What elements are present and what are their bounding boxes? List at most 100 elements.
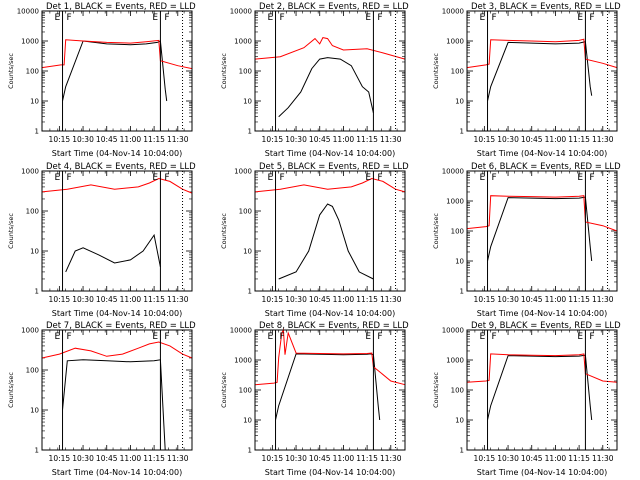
x-axis-label: Start Time (04-Nov-14 10:04:00) xyxy=(265,468,395,477)
marker-label: F xyxy=(589,173,594,183)
detector-panel-5: Det 5, BLACK = Events, RED = LLD Counts/s… xyxy=(220,162,409,318)
y-tick-label: 100 xyxy=(239,208,252,216)
x-tick-label: 10:45 xyxy=(521,295,543,304)
marker-label: E xyxy=(480,332,486,342)
marker-label: F xyxy=(492,13,497,23)
events-series-line xyxy=(487,41,593,102)
x-tick-label: 10:45 xyxy=(96,454,118,463)
y-axis-label: Counts/sec xyxy=(432,372,440,408)
lld-series-line xyxy=(466,195,618,232)
y-tick-label: 10000 xyxy=(17,8,39,16)
y-tick-label: 1000 xyxy=(446,198,464,206)
y-tick-label: 10000 xyxy=(230,327,252,335)
y-tick-label: 1000 xyxy=(446,38,464,46)
lld-series-line xyxy=(41,177,193,194)
x-tick-label: 11:00 xyxy=(545,135,567,144)
y-tick-label: 1000 xyxy=(234,168,252,176)
marker-label: E xyxy=(480,13,486,23)
x-tick-label: 10:15 xyxy=(49,135,71,144)
lld-series-line xyxy=(41,39,193,70)
lld-series-line xyxy=(466,38,618,69)
y-tick-label: 1000 xyxy=(21,327,39,335)
plot-frame xyxy=(254,10,406,132)
marker-label: F xyxy=(67,332,72,342)
y-tick-label: 1 xyxy=(35,128,39,136)
marker-label: E xyxy=(577,173,583,183)
plot-frame xyxy=(41,170,193,292)
y-tick-label: 10 xyxy=(243,417,252,425)
x-tick-label: 10:15 xyxy=(262,295,284,304)
y-tick-label: 100 xyxy=(451,387,464,395)
panel-title: Det 3, BLACK = Events, RED = LLD xyxy=(471,2,621,12)
x-axis-label: Start Time (04-Nov-14 10:04:00) xyxy=(477,149,607,158)
x-tick-label: 11:00 xyxy=(333,135,355,144)
marker-label: F xyxy=(492,173,497,183)
y-tick-label: 1 xyxy=(460,288,464,296)
marker-label: E xyxy=(55,332,61,342)
x-tick-label: 10:45 xyxy=(309,454,331,463)
y-tick-label: 10 xyxy=(30,98,39,106)
x-tick-label: 11:00 xyxy=(545,454,567,463)
marker-label: F xyxy=(280,332,285,342)
plot-frame xyxy=(466,10,618,132)
y-tick-label: 100 xyxy=(451,68,464,76)
marker-label: E xyxy=(152,13,158,23)
x-axis-label: Start Time (04-Nov-14 10:04:00) xyxy=(52,309,182,318)
plot-frame xyxy=(466,329,618,451)
x-tick-label: 11:15 xyxy=(356,135,378,144)
y-tick-label: 100 xyxy=(26,208,39,216)
x-tick-label: 11:30 xyxy=(592,454,614,463)
marker-label: F xyxy=(67,173,72,183)
y-axis-label: Counts/sec xyxy=(220,53,228,89)
x-tick-label: 10:30 xyxy=(72,135,94,144)
plot-frame xyxy=(254,329,406,451)
x-tick-label: 10:30 xyxy=(72,295,94,304)
x-tick-label: 11:00 xyxy=(120,135,142,144)
lld-series-line xyxy=(254,328,406,386)
x-tick-label: 10:45 xyxy=(521,135,543,144)
plot-frame xyxy=(466,170,618,292)
marker-label: E xyxy=(480,173,486,183)
x-tick-label: 10:45 xyxy=(96,295,118,304)
events-series-line xyxy=(275,353,381,421)
x-tick-label: 10:30 xyxy=(497,454,519,463)
x-tick-label: 11:30 xyxy=(592,295,614,304)
lld-series-line xyxy=(254,37,406,60)
marker-label: F xyxy=(589,13,594,23)
y-tick-label: 1000 xyxy=(446,357,464,365)
x-tick-label: 10:30 xyxy=(497,135,519,144)
x-tick-label: 11:00 xyxy=(545,295,567,304)
y-tick-label: 100 xyxy=(451,228,464,236)
y-tick-label: 100 xyxy=(26,68,39,76)
y-tick-label: 10 xyxy=(30,407,39,415)
x-tick-label: 11:30 xyxy=(380,135,402,144)
y-tick-label: 1 xyxy=(248,447,252,455)
x-tick-label: 11:30 xyxy=(167,295,189,304)
x-tick-label: 10:45 xyxy=(309,295,331,304)
panel-title: Det 2, BLACK = Events, RED = LLD xyxy=(259,2,409,12)
y-tick-label: 10000 xyxy=(442,8,464,16)
x-axis-label: Start Time (04-Nov-14 10:04:00) xyxy=(477,309,607,318)
panel-title: Det 9, BLACK = Events, RED = LLD xyxy=(471,321,621,331)
marker-label: F xyxy=(377,13,382,23)
detector-panel-2: Det 2, BLACK = Events, RED = LLD Counts/s… xyxy=(220,2,409,158)
y-tick-label: 100 xyxy=(239,387,252,395)
x-tick-label: 11:00 xyxy=(120,295,142,304)
x-axis-label: Start Time (04-Nov-14 10:04:00) xyxy=(52,149,182,158)
y-tick-label: 10000 xyxy=(442,327,464,335)
panel-title: Det 8, BLACK = Events, RED = LLD xyxy=(259,321,409,331)
x-tick-label: 10:30 xyxy=(497,295,519,304)
x-tick-label: 10:15 xyxy=(474,135,496,144)
y-tick-label: 1000 xyxy=(234,357,252,365)
panel-title: Det 6, BLACK = Events, RED = LLD xyxy=(471,162,621,172)
x-tick-label: 11:15 xyxy=(143,295,165,304)
marker-label: E xyxy=(365,13,371,23)
y-tick-label: 10000 xyxy=(442,168,464,176)
x-axis-label: Start Time (04-Nov-14 10:04:00) xyxy=(477,468,607,477)
x-tick-label: 10:15 xyxy=(262,135,284,144)
marker-label: F xyxy=(377,173,382,183)
y-tick-label: 1 xyxy=(35,288,39,296)
y-axis-label: Counts/sec xyxy=(432,213,440,249)
events-series-line xyxy=(487,196,593,262)
x-tick-label: 11:15 xyxy=(143,454,165,463)
